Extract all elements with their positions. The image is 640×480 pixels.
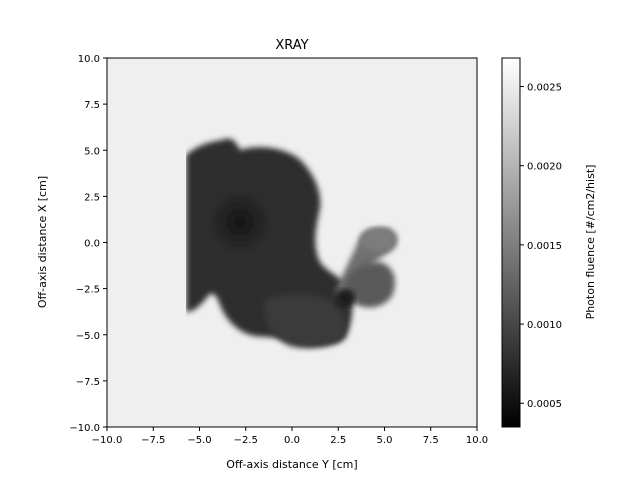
y-tick-label: −10.0: [69, 423, 100, 434]
x-tick-label: 5.0: [377, 435, 393, 446]
y-tick-label: 5.0: [84, 146, 100, 157]
y-tick-label: −5.0: [76, 331, 100, 342]
dark-core: [206, 188, 274, 256]
arm-joint: [335, 289, 355, 307]
y-tick-label: 7.5: [84, 100, 100, 111]
x-tick-label: 2.5: [330, 435, 346, 446]
heatmap-image: [107, 58, 397, 427]
colorbar-tick-label: 0.0025: [527, 83, 562, 94]
x-tick-label: −7.5: [141, 435, 165, 446]
colorbar-tick-label: 0.0020: [527, 162, 562, 173]
y-tick-label: 2.5: [84, 192, 100, 203]
x-axis-ticks: −10.0 −7.5 −5.0 −2.5 0.0 2.5 5.0 7.5 10.0: [92, 427, 488, 446]
arm-tip: [360, 228, 396, 252]
lower-arm: [344, 261, 395, 308]
left-edge-cut: [107, 58, 186, 427]
x-tick-label: −2.5: [234, 435, 258, 446]
main-body: [186, 138, 353, 346]
x-tick-label: 7.5: [423, 435, 439, 446]
x-tick-label: 10.0: [466, 435, 488, 446]
chart-title: XRAY: [275, 38, 308, 53]
y-tick-label: 10.0: [78, 54, 100, 65]
x-tick-label: −5.0: [187, 435, 211, 446]
y-axis-label: Off-axis distance X [cm]: [36, 176, 49, 308]
x-tick-label: −10.0: [92, 435, 123, 446]
x-axis-label: Off-axis distance Y [cm]: [226, 458, 357, 471]
lower-lobe: [264, 294, 347, 349]
colorbar-label: Photon fluence [#/cm2/hist]: [584, 165, 597, 320]
y-tick-label: −7.5: [76, 377, 100, 388]
colorbar-ticks: 0.0025 0.0020 0.0015 0.0010 0.0005: [520, 83, 562, 410]
x-tick-label: 0.0: [284, 435, 300, 446]
colorbar-tick-label: 0.0005: [527, 399, 562, 410]
colorbar-tick-label: 0.0015: [527, 241, 562, 252]
colorbar: [501, 57, 521, 428]
y-tick-label: −2.5: [76, 285, 100, 296]
y-tick-label: 0.0: [84, 239, 100, 250]
y-axis-ticks: 10.0 7.5 5.0 2.5 0.0 −2.5 −5.0 −7.5 −10.0: [69, 54, 107, 434]
colorbar-tick-label: 0.0010: [527, 320, 562, 331]
